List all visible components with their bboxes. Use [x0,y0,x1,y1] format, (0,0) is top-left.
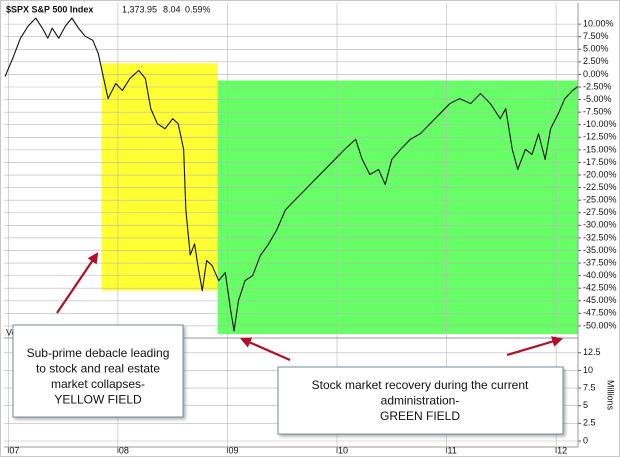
x-tick-label: 09 [228,445,238,455]
price-line [4,17,579,332]
x-tick-label: 11 [448,445,457,455]
change-pct: 0.59% [185,4,211,14]
y-tick-label: 5.00% [583,44,609,54]
annotations: Sub-prime debacle leading to stock and re… [27,346,529,423]
y-tick-label: -40.00% [583,270,617,280]
y-tick-label: -20.00% [583,169,617,179]
grid [4,3,581,453]
y-tick-label: -27.50% [583,207,617,217]
y-tick-label: 7.50% [583,31,609,41]
annotation-box [277,366,564,435]
x-tick-label: 10 [338,445,348,455]
arrow [239,337,291,362]
annotation-box [12,324,184,418]
y-tick-label: 2.50% [583,56,609,66]
y-tick-label: -47.50% [583,308,617,318]
y2-tick-label: 0 [583,435,588,445]
arrow [506,336,564,357]
y-tick-label: -7.50% [583,107,612,117]
y-tick-label: -50.00% [583,320,617,330]
field [217,80,578,334]
y-tick-label: -12.50% [583,132,617,142]
symbol: $SPX S&P 500 Index [6,4,93,14]
x-tick-label: 08 [119,445,129,455]
annotation-text: GREEN FIELD [380,409,460,423]
volume-label: Vo [6,327,17,337]
y-tick-label: -45.00% [583,295,617,305]
x-tick-label: 12 [557,445,567,455]
annotation-text: administration- [381,394,460,408]
annotation-text: YELLOW FIELD [54,393,142,407]
y2-tick-label: 2.5 [583,418,596,428]
y-tick-label: -17.50% [583,157,617,167]
annotation-text: Sub-prime debacle leading [27,346,170,360]
plot [4,17,579,332]
y-tick-label: -5.00% [583,94,612,104]
field [101,63,218,291]
annotation-text: to stock and real estate [36,362,160,376]
y-tick-label: -25.00% [583,195,617,205]
y-tick-label: -42.50% [583,283,617,293]
y-tick-label: -35.00% [583,245,617,255]
y-tick-label: -15.00% [583,144,617,154]
annotation-text: Stock market recovery during the current [312,378,529,392]
annotation-text: market collapses- [51,377,145,391]
change: 8.04 [163,4,181,14]
fields [101,63,578,334]
labels: $SPX S&P 500 Index 1,373.95 8.04 0.59% V… [6,4,617,455]
y-tick-label: -2.50% [583,81,612,91]
y-tick-label: -37.50% [583,257,617,267]
y-tick-label: 0.00% [583,69,609,79]
y2-tick-label: 10 [583,365,593,375]
y-tick-label: -30.00% [583,220,617,230]
y-tick-label: -32.50% [583,232,617,242]
arrow [56,252,99,314]
x-tick-label: 07 [9,445,19,455]
price: 1,373.95 [122,4,157,14]
y-tick-label: -22.50% [583,182,617,192]
y2-tick-label: 5 [583,400,588,410]
arrows [56,252,564,362]
y-tick-label: -10.00% [583,119,617,129]
volume-axis-title: Millions [606,380,616,411]
y2-tick-label: 12.5 [583,347,601,357]
y-tick-label: 10.00% [583,19,614,29]
y2-tick-label: 7.5 [583,382,596,392]
